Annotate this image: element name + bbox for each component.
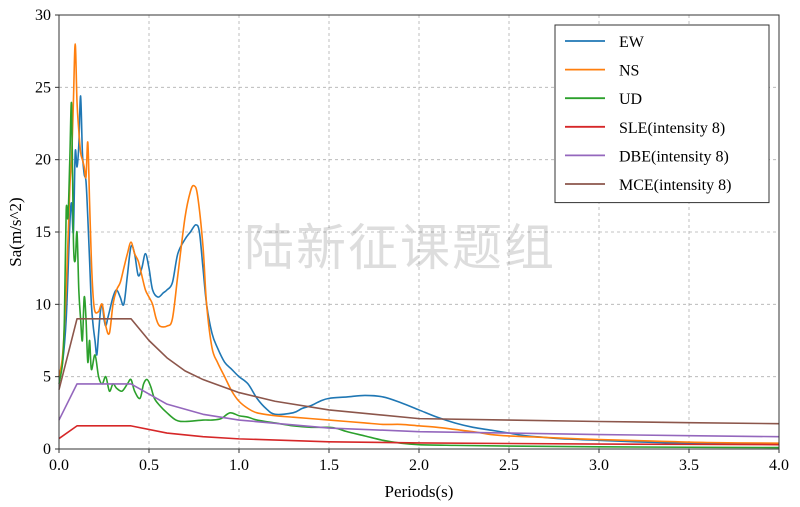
x-tick-label: 2.0 <box>409 457 429 474</box>
series-line-ns <box>58 43 780 445</box>
x-tick-label: 2.5 <box>499 457 519 474</box>
x-tick-label: 4.0 <box>769 457 789 474</box>
legend-entry: UD <box>619 91 642 108</box>
legend-entry: NS <box>619 63 639 80</box>
x-tick-label: 3.5 <box>679 457 699 474</box>
legend-entry: MCE(intensity 8) <box>619 177 731 194</box>
legend: EW NS UD SLE(intensity 8) DBE(intensity 8) MC… <box>554 24 770 204</box>
legend-entry: SLE(intensity 8) <box>619 120 725 137</box>
x-tick-label: 0.5 <box>139 457 159 474</box>
series-line-ew <box>58 95 780 446</box>
x-tick-label: 3.0 <box>589 457 609 474</box>
watermark-text: 陆新征课题组 <box>244 219 556 277</box>
x-tick-label: 1.5 <box>319 457 339 474</box>
y-axis-label: Sa(m/s^2) <box>6 197 25 266</box>
x-axis-label: Periods(s) <box>385 482 454 501</box>
series-line-mce-intensity-8 <box>58 318 780 425</box>
y-tick-label: 15 <box>35 224 51 241</box>
x-tick-label: 1.0 <box>229 457 249 474</box>
axis-ticks: 0.0 0.5 1.0 1.5 2.0 2.5 3.0 3.5 4.0 0 5 10 15 20 25 30 <box>35 7 789 474</box>
y-tick-label: 20 <box>35 152 51 169</box>
y-tick-label: 10 <box>35 296 51 313</box>
legend-entry: DBE(intensity 8) <box>619 148 729 165</box>
series-line-dbe-intensity-8 <box>58 383 780 438</box>
y-tick-label: 5 <box>43 369 51 386</box>
series-layer <box>58 43 780 449</box>
x-tick-label: 0.0 <box>49 457 69 474</box>
legend-entry: EW <box>619 34 645 51</box>
y-tick-label: 25 <box>35 79 51 96</box>
legend-box <box>554 24 770 204</box>
series-line-ud <box>58 101 780 449</box>
y-tick-label: 0 <box>43 441 51 458</box>
series-line-sle-intensity-8 <box>58 425 780 446</box>
y-tick-label: 30 <box>35 7 51 24</box>
